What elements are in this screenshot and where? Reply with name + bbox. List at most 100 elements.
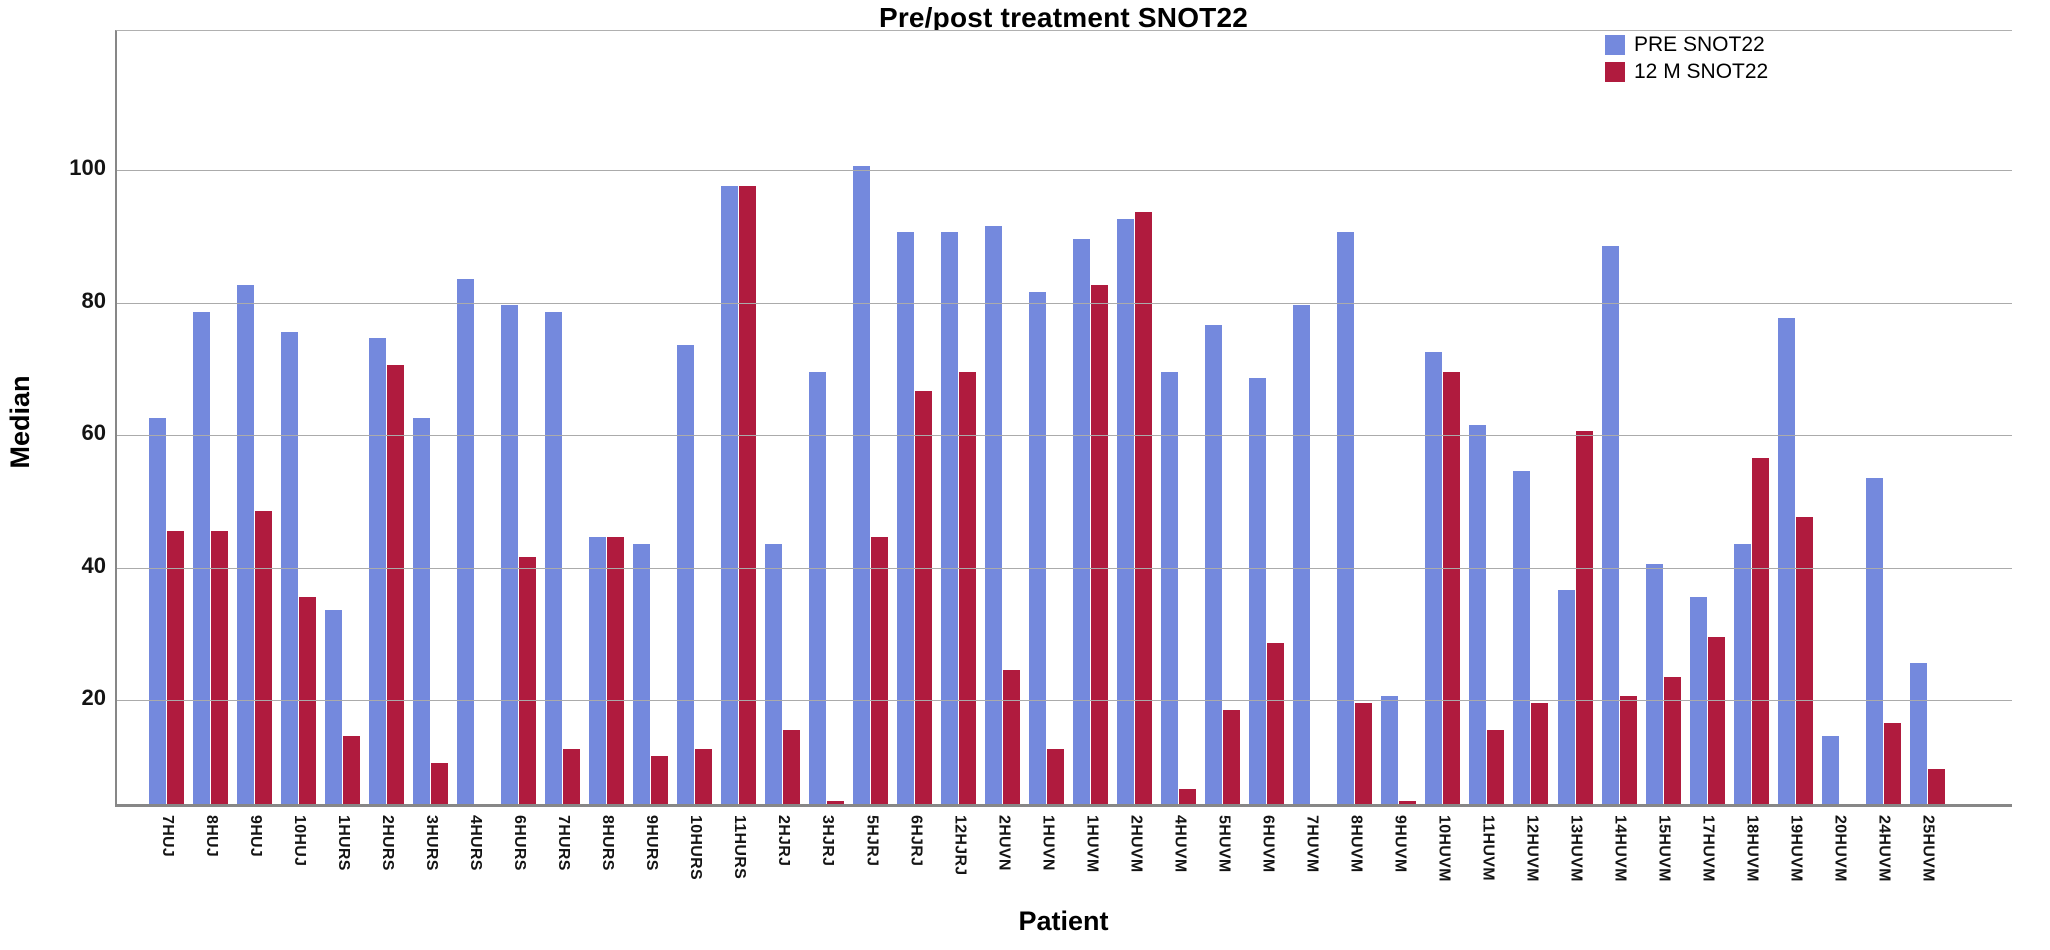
bar-pre-2HUVN <box>985 226 1003 804</box>
bar-12m-25HUVM <box>1927 769 1945 804</box>
bar-12m-1HUVN <box>1047 749 1065 804</box>
bar-12m-1HURS <box>343 736 361 804</box>
bar-pre-25HUVM <box>1909 663 1927 804</box>
bar-12m-8HUJ <box>211 531 229 804</box>
x-tick-25HUVM: 25HUVM <box>1919 815 1937 882</box>
bar-pre-1HUVM <box>1073 239 1091 804</box>
x-tick-9HUJ: 9HUJ <box>247 815 265 858</box>
bar-12m-19HUVM <box>1795 517 1813 804</box>
bar-12m-17HUVM <box>1707 637 1725 804</box>
bar-pre-7HUJ <box>149 418 166 804</box>
bar-group-1HUVM: 1HUVM <box>1073 31 1109 873</box>
y-tick-20: 20 <box>81 685 106 710</box>
bar-12m-2HJRJ <box>783 730 801 804</box>
bar-12m-3HJRJ <box>827 801 845 804</box>
bar-group-17HUVM: 17HUVM <box>1689 31 1726 882</box>
y-tick-40: 40 <box>81 553 106 578</box>
plot-area: 7HUJ 8HUJ 9HUJ 10HUJ 1HURS 2HURS 3HURS 4HURS 6HU… <box>115 30 2012 882</box>
bar-group-13HUVM: 13HUVM <box>1557 31 1594 882</box>
bar-group-8HURS: 8HURS <box>589 31 625 871</box>
bar-pre-10HURS <box>677 345 695 804</box>
x-tick-2HURS: 2HURS <box>379 815 397 871</box>
bar-12m-4HUVM <box>1179 789 1197 804</box>
x-tick-20HUVM: 20HUVM <box>1831 815 1849 882</box>
bar-pre-12HUVM <box>1513 471 1531 804</box>
x-tick-6HJRJ: 6HJRJ <box>907 815 925 867</box>
bar-12m-5HUVM <box>1223 710 1241 804</box>
x-tick-12HJRJ: 12HJRJ <box>951 815 969 876</box>
bar-group-2HUVM: 2HUVM <box>1117 31 1153 873</box>
pre-snot22-swatch-icon <box>1605 35 1625 55</box>
x-tick-10HURS: 10HURS <box>687 815 705 880</box>
x-tick-1HUVN: 1HUVN <box>1039 815 1057 871</box>
bar-group-7HURS: 7HURS <box>545 31 581 871</box>
x-tick-7HUVM: 7HUVM <box>1303 815 1321 873</box>
bar-pre-11HURS <box>721 186 739 804</box>
bar-group-9HUJ: 9HUJ <box>237 31 273 857</box>
bar-12m-6HURS <box>519 557 537 804</box>
bar-group-25HUVM: 25HUVM <box>1909 31 1946 882</box>
bar-pre-2HURS <box>369 338 387 804</box>
bar-pre-18HUVM <box>1733 544 1751 804</box>
bar-12m-2HUVM <box>1135 212 1153 804</box>
bar-group-5HUVM: 5HUVM <box>1205 31 1241 873</box>
x-tick-7HURS: 7HURS <box>555 815 573 871</box>
bar-group-12HJRJ: 12HJRJ <box>941 31 977 876</box>
bar-12m-8HUVM <box>1355 703 1373 804</box>
x-tick-4HUVM: 4HUVM <box>1171 815 1189 873</box>
bar-12m-10HURS <box>695 749 713 804</box>
bar-group-1HUVN: 1HUVN <box>1029 31 1065 871</box>
bar-pre-9HURS <box>633 544 651 804</box>
bar-pre-5HJRJ <box>853 166 871 804</box>
gridline-80 <box>117 303 2012 304</box>
bar-pre-9HUVM <box>1381 696 1399 804</box>
legend: PRE SNOT22 12 M SNOT22 <box>1605 33 1768 87</box>
bar-pre-1HUVN <box>1029 292 1047 804</box>
bar-group-19HUVM: 19HUVM <box>1777 31 1814 882</box>
x-tick-11HUVM: 11HUVM <box>1479 815 1497 881</box>
x-tick-17HUVM: 17HUVM <box>1699 815 1717 882</box>
bar-group-7HUVM: 7HUVM <box>1293 31 1329 873</box>
bar-group-20HUVM: 20HUVM <box>1821 31 1858 882</box>
x-tick-10HUVM: 10HUVM <box>1435 815 1453 882</box>
bar-12m-12HUVM <box>1531 703 1549 804</box>
bar-pre-14HUVM <box>1601 246 1619 804</box>
bar-group-2HURS: 2HURS <box>369 31 405 871</box>
x-tick-6HURS: 6HURS <box>511 815 529 871</box>
bar-group-9HUVM: 9HUVM <box>1381 31 1417 873</box>
x-tick-4HURS: 4HURS <box>467 815 485 871</box>
bar-12m-9HUJ <box>255 511 273 804</box>
gridline-20 <box>117 700 2012 701</box>
bar-12m-13HUVM <box>1575 431 1593 804</box>
x-tick-11HURS: 11HURS <box>731 815 749 880</box>
bar-group-6HUVM: 6HUVM <box>1249 31 1285 873</box>
bar-group-5HJRJ: 5HJRJ <box>853 31 889 866</box>
x-tick-3HJRJ: 3HJRJ <box>819 815 837 867</box>
bar-12m-1HUVM <box>1091 285 1109 804</box>
x-tick-19HUVM: 19HUVM <box>1787 815 1805 882</box>
bar-pre-6HURS <box>501 305 519 804</box>
x-tick-24HUVM: 24HUVM <box>1875 815 1893 882</box>
x-tick-1HUVM: 1HUVM <box>1083 815 1101 873</box>
bar-group-18HUVM: 18HUVM <box>1733 31 1770 882</box>
x-tick-2HUVN: 2HUVN <box>995 815 1013 871</box>
bar-12m-7HUJ <box>167 531 184 804</box>
bar-pre-11HUVM <box>1469 425 1487 804</box>
bar-pre-24HUVM <box>1865 478 1883 804</box>
x-tick-8HUVM: 8HUVM <box>1347 815 1365 873</box>
bar-group-7HUJ: 7HUJ <box>149 31 185 857</box>
x-tick-2HJRJ: 2HJRJ <box>775 815 793 867</box>
bar-group-10HUVM: 10HUVM <box>1425 31 1461 882</box>
bar-group-3HURS: 3HURS <box>413 31 449 871</box>
bar-12m-10HUVM <box>1443 372 1461 804</box>
bar-12m-15HUVM <box>1663 677 1681 804</box>
bar-group-8HUJ: 8HUJ <box>193 31 229 857</box>
bar-pre-12HJRJ <box>941 232 959 804</box>
y-tick-100: 100 <box>69 155 106 180</box>
bar-group-6HJRJ: 6HJRJ <box>897 31 933 866</box>
bar-pre-13HUVM <box>1557 590 1575 804</box>
bar-12m-2HUVN <box>1003 670 1021 804</box>
bar-pre-4HURS <box>457 279 475 804</box>
bar-pre-5HUVM <box>1205 325 1223 804</box>
